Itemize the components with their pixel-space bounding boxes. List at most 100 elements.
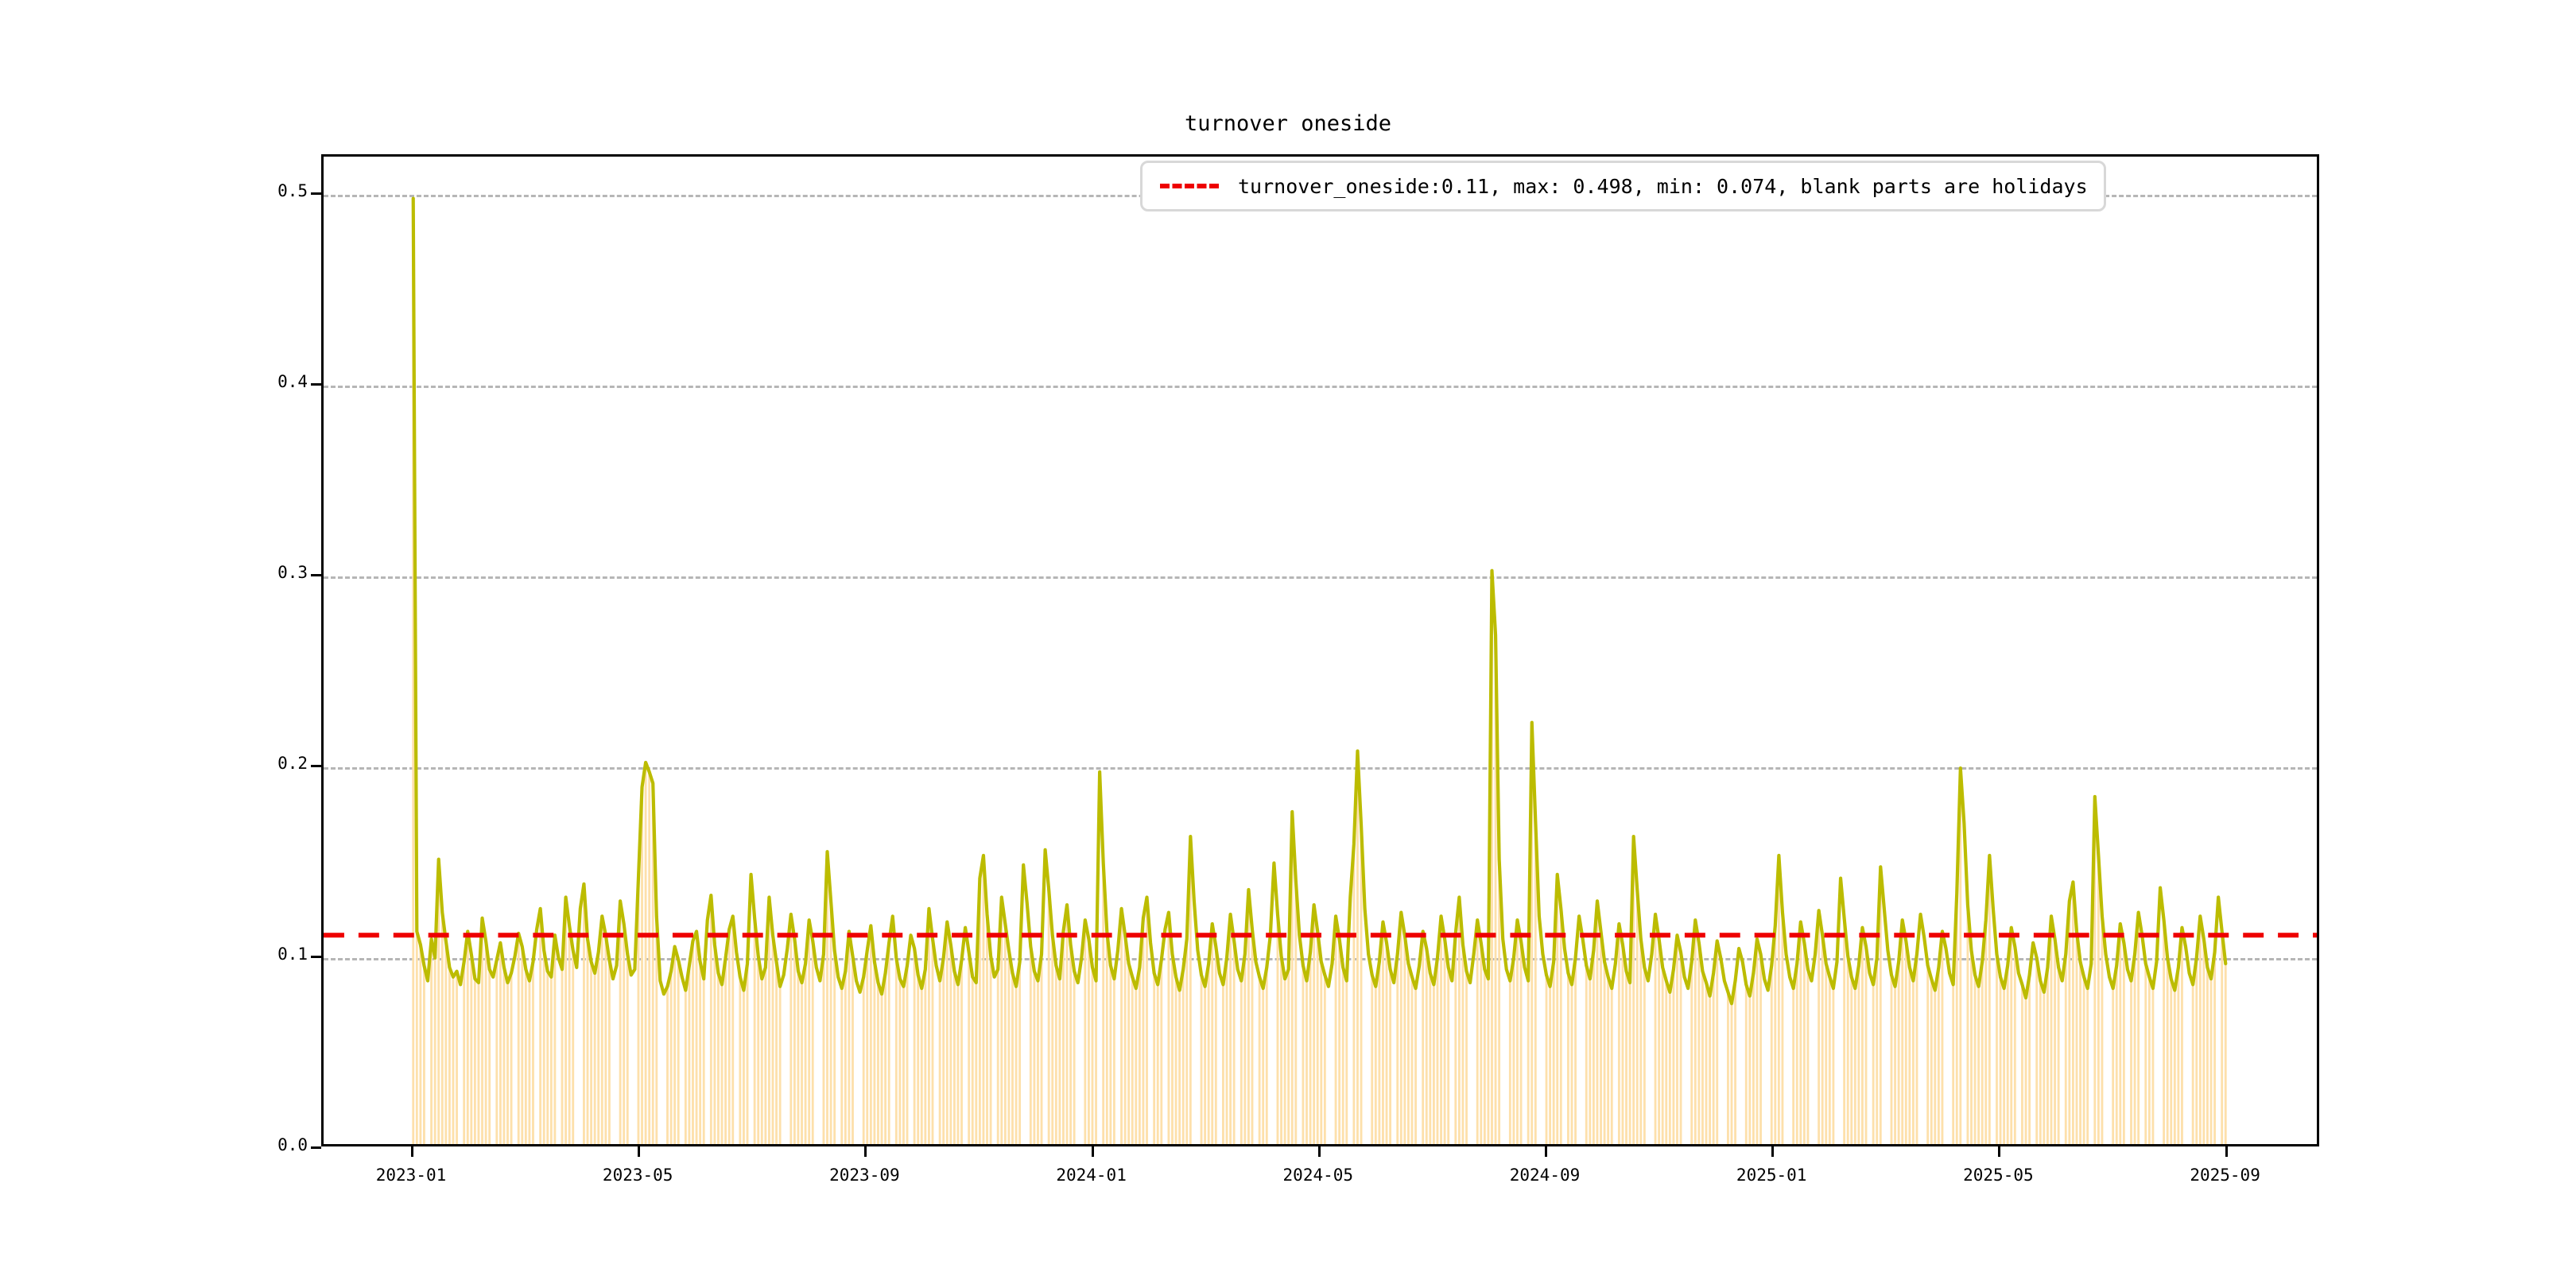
data-layer	[324, 196, 2317, 1144]
turnover-bar	[1181, 969, 1185, 1144]
turnover-bar	[1457, 897, 1461, 1144]
turnover-bar	[2133, 954, 2136, 1144]
turnover-bar	[1287, 969, 1290, 1144]
x-tick-mark	[1317, 1146, 1321, 1157]
turnover-bar	[1378, 961, 1381, 1144]
x-tick-mark	[411, 1146, 413, 1157]
turnover-bar	[1123, 935, 1127, 1144]
turnover-bar	[1705, 982, 1708, 1144]
turnover-bar	[623, 923, 626, 1144]
turnover-bar	[1709, 995, 1712, 1144]
turnover-bar	[1018, 961, 1022, 1144]
turnover-bar	[510, 973, 513, 1144]
turnover-bar	[1243, 954, 1247, 1144]
legend[interactable]: turnover_oneside:0.11, max: 0.498, min: …	[1140, 161, 2106, 211]
turnover-bar	[757, 956, 760, 1144]
turnover-bar	[1240, 980, 1243, 1144]
turnover-bar	[488, 969, 491, 1144]
turnover-bar	[1607, 976, 1610, 1144]
turnover-bar	[1014, 986, 1018, 1144]
turnover-bar	[978, 878, 981, 1144]
turnover-bar	[1135, 988, 1138, 1144]
turnover-bar	[2021, 984, 2023, 1144]
turnover-bar	[1088, 939, 1090, 1144]
turnover-bar	[866, 950, 869, 1144]
turnover-bar	[720, 984, 724, 1144]
turnover-bar	[1643, 967, 1646, 1144]
turnover-bar	[692, 941, 694, 1144]
turnover-bar	[572, 950, 575, 1144]
turnover-bar	[1589, 979, 1592, 1144]
turnover-bar	[673, 946, 677, 1144]
turnover-bar	[1559, 908, 1562, 1144]
turnover-bar	[2198, 916, 2202, 1144]
turnover-bar	[477, 982, 480, 1144]
turnover-bar	[1232, 941, 1236, 1144]
turnover-bar	[1672, 969, 1675, 1144]
turnover-bar	[444, 941, 448, 1144]
turnover-bar	[1890, 975, 1893, 1144]
turnover-bar	[419, 945, 422, 1144]
turnover-bar	[1984, 920, 1988, 1144]
turnover-bar	[481, 918, 483, 1144]
turnover-bar	[952, 971, 956, 1144]
turnover-bar	[456, 971, 458, 1144]
turnover-bar	[1908, 967, 1911, 1144]
turnover-bar	[887, 942, 890, 1144]
turnover-bar	[542, 950, 545, 1144]
turnover-bar	[877, 982, 879, 1144]
turnover-bar	[1283, 979, 1286, 1144]
turnover-bar	[1229, 914, 1232, 1144]
turnover-bar	[1894, 986, 1896, 1144]
turnover-bar	[521, 946, 524, 1144]
turnover-bar	[637, 878, 640, 1144]
turnover-bar	[1545, 975, 1548, 1144]
turnover-bar	[986, 914, 988, 1144]
x-tick-label: 2024-05	[1282, 1166, 1354, 1185]
turnover-bar	[1952, 984, 1955, 1144]
x-tick-label: 2024-01	[1056, 1166, 1127, 1185]
turnover-bar	[1109, 965, 1112, 1144]
turnover-bar	[1712, 973, 1715, 1144]
turnover-bar	[1973, 975, 1977, 1144]
turnover-bar	[568, 925, 571, 1144]
turnover-bar	[1483, 969, 1486, 1144]
x-tick-mark	[1091, 1146, 1094, 1157]
turnover-bar	[1309, 952, 1312, 1144]
turnover-bar	[743, 990, 745, 1144]
turnover-bar	[593, 973, 596, 1144]
x-tick-mark	[1998, 1146, 2001, 1157]
turnover-bar	[677, 960, 680, 1144]
turnover-bar	[1389, 969, 1391, 1144]
turnover-bar	[2224, 964, 2227, 1144]
turnover-bar	[938, 980, 941, 1144]
turnover-bar	[713, 945, 716, 1144]
turnover-bar	[2086, 988, 2089, 1144]
turnover-bar	[1385, 942, 1388, 1144]
turnover-bars	[412, 198, 2227, 1144]
turnover-bar	[1610, 988, 1613, 1144]
turnover-bar	[2057, 967, 2060, 1144]
turnover-bar	[982, 855, 985, 1144]
turnover-bar	[931, 939, 934, 1144]
turnover-bar	[1374, 986, 1377, 1144]
turnover-bar	[2101, 916, 2104, 1144]
turnover-bar	[1338, 939, 1341, 1144]
turnover-bar	[1258, 976, 1261, 1144]
turnover-bar	[1966, 905, 1969, 1144]
turnover-bar	[1454, 933, 1457, 1144]
turnover-bar	[2181, 927, 2183, 1144]
turnover-bar	[2130, 980, 2132, 1144]
turnover-bar	[971, 976, 974, 1144]
turnover-bar	[1414, 988, 1417, 1144]
turnover-bar	[1853, 988, 1856, 1144]
turnover-bar	[2163, 920, 2166, 1144]
turnover-bar	[1382, 921, 1384, 1144]
turnover-bar	[1897, 961, 1900, 1144]
turnover-bar	[684, 990, 687, 1144]
gridline-0-2	[324, 767, 2317, 770]
turnover-bar	[898, 979, 902, 1144]
turnover-bar	[1574, 957, 1577, 1144]
turnover-bar	[989, 956, 992, 1144]
turnover-bar	[1679, 952, 1682, 1144]
